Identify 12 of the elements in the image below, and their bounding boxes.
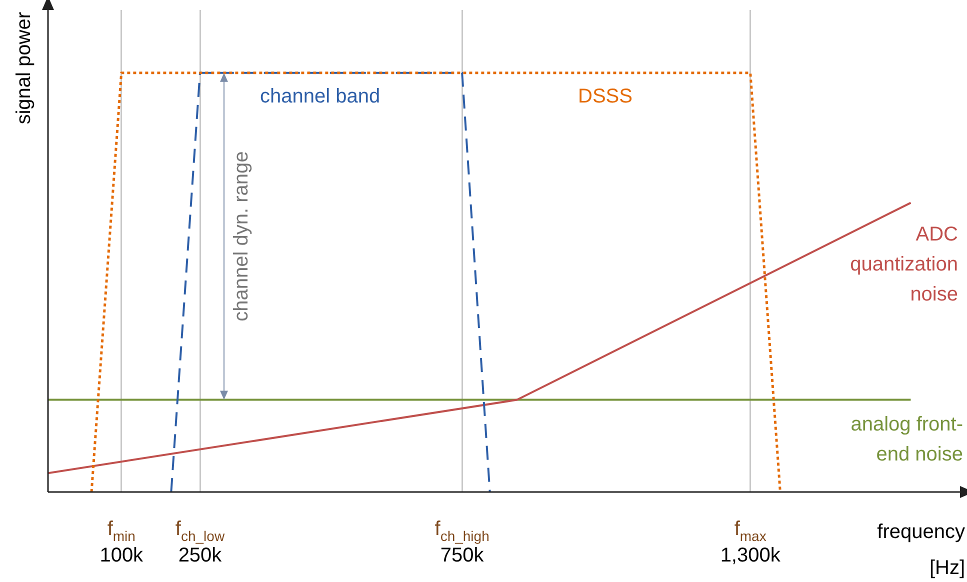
x-tick-label: 1,300k (720, 544, 782, 567)
series-label: DSSS (578, 86, 632, 108)
series-label: channel band (260, 86, 380, 108)
x-axis-title: frequency (877, 521, 965, 543)
series-label: analog front-end noise (850, 414, 963, 466)
x-tick-label: 750k (440, 544, 485, 567)
y-axis-title: signal power (13, 12, 35, 124)
text: [Hz] (929, 557, 965, 579)
series-label: ADC quantization noise (850, 224, 958, 306)
x-tick-label: 100k (100, 544, 144, 567)
annotation: channel dyn. range (230, 151, 253, 322)
x-tick-label: 250k (178, 544, 223, 567)
